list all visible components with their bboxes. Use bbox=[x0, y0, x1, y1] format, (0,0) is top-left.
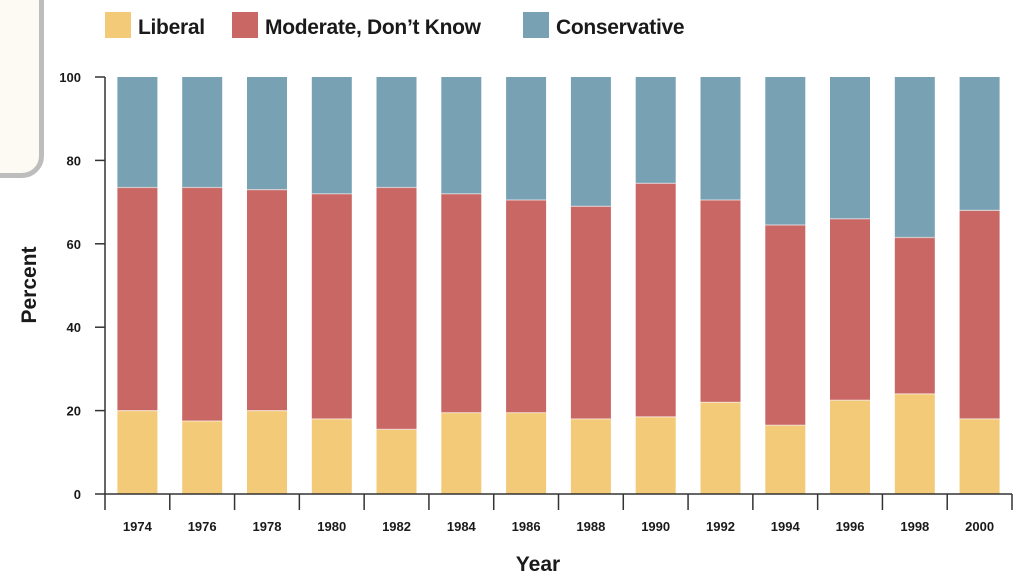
bar-segment-1974-liberal bbox=[117, 410, 158, 494]
bar-segment-1982-moderate-don-t-know bbox=[376, 187, 417, 430]
bar-segment-1994-conservative bbox=[765, 77, 806, 225]
bar-segment-1984-liberal bbox=[441, 412, 482, 494]
bar-segment-1994-moderate-don-t-know bbox=[765, 225, 806, 426]
bar-segment-1996-liberal bbox=[830, 400, 870, 494]
bar-segment-1986-liberal bbox=[506, 412, 547, 494]
bar-segment-1998-moderate-don-t-know bbox=[894, 237, 935, 394]
bar-segment-1974-conservative bbox=[117, 77, 158, 188]
x-tick-label-1996: 1996 bbox=[836, 519, 865, 534]
bar-segment-1978-moderate-don-t-know bbox=[247, 189, 287, 411]
y-tick-label: 40 bbox=[67, 320, 81, 335]
bar-segment-1976-conservative bbox=[182, 77, 223, 188]
x-tick-label-1994: 1994 bbox=[771, 519, 801, 534]
x-tick-label-1986: 1986 bbox=[512, 519, 541, 534]
bars bbox=[117, 77, 1000, 494]
bar-segment-1974-moderate-don-t-know bbox=[117, 187, 158, 411]
y-tick-label: 0 bbox=[74, 487, 81, 502]
x-tick-label-1974: 1974 bbox=[123, 519, 153, 534]
x-tick-label-1990: 1990 bbox=[641, 519, 670, 534]
x-tick-label-1998: 1998 bbox=[900, 519, 929, 534]
y-tick-label: 100 bbox=[59, 70, 81, 85]
bar-segment-1988-liberal bbox=[570, 418, 611, 494]
bar-segment-1996-moderate-don-t-know bbox=[830, 218, 870, 401]
bar-segment-1996-conservative bbox=[830, 77, 870, 219]
x-tick-label-1980: 1980 bbox=[317, 519, 346, 534]
legend-label-liberal: Liberal bbox=[138, 16, 205, 39]
bar-segment-1998-liberal bbox=[894, 393, 935, 494]
y-tick-label: 80 bbox=[67, 153, 81, 168]
x-tick-label-1976: 1976 bbox=[188, 519, 217, 534]
x-tick-label-1992: 1992 bbox=[706, 519, 735, 534]
bar-segment-2000-liberal bbox=[959, 418, 1000, 494]
bar-segment-1984-conservative bbox=[441, 77, 482, 194]
bar-segment-1992-moderate-don-t-know bbox=[700, 200, 741, 403]
bar-segment-1976-moderate-don-t-know bbox=[182, 187, 223, 421]
y-axis: 0 20 40 60 80 100 bbox=[59, 70, 106, 502]
y-axis-title: Percent bbox=[18, 246, 41, 323]
bar-segment-2000-moderate-don-t-know bbox=[959, 210, 1000, 419]
bar-segment-1990-moderate-don-t-know bbox=[635, 183, 676, 417]
bar-segment-1992-conservative bbox=[700, 77, 741, 200]
bar-segment-1984-moderate-don-t-know bbox=[441, 193, 482, 413]
x-tick-label-1978: 1978 bbox=[253, 519, 282, 534]
bar-segment-1980-liberal bbox=[311, 418, 352, 494]
x-tick-label-1982: 1982 bbox=[382, 519, 411, 534]
bar-segment-1982-liberal bbox=[376, 429, 417, 494]
bar-segment-1980-moderate-don-t-know bbox=[311, 193, 352, 419]
bar-segment-1986-moderate-don-t-know bbox=[506, 200, 547, 413]
x-tick-label-1988: 1988 bbox=[576, 519, 605, 534]
bar-segment-2000-conservative bbox=[959, 77, 1000, 211]
legend-label-conservative: Conservative bbox=[556, 16, 684, 39]
bar-segment-1976-liberal bbox=[182, 421, 223, 494]
bar-segment-1990-conservative bbox=[635, 77, 676, 184]
bar-segment-1978-conservative bbox=[247, 77, 287, 190]
bar-segment-1980-conservative bbox=[311, 77, 352, 194]
legend: Liberal Moderate, Don’t Know Conservative bbox=[105, 12, 685, 39]
bar-segment-1978-liberal bbox=[247, 410, 287, 494]
bar-segment-1988-moderate-don-t-know bbox=[570, 206, 611, 419]
legend-swatch-liberal bbox=[105, 12, 131, 38]
bar-segment-1986-conservative bbox=[506, 77, 547, 200]
x-tick-label-1984: 1984 bbox=[447, 519, 477, 534]
y-tick-label: 60 bbox=[67, 237, 81, 252]
bar-segment-1998-conservative bbox=[894, 77, 935, 238]
x-axis-title: Year bbox=[516, 553, 560, 576]
legend-swatch-conservative bbox=[523, 12, 549, 38]
bar-segment-1994-liberal bbox=[765, 425, 806, 494]
bar-segment-1990-liberal bbox=[635, 416, 676, 494]
x-tick-label-2000: 2000 bbox=[965, 519, 994, 534]
corner-panel-decoration bbox=[0, 0, 44, 178]
y-tick-label: 20 bbox=[67, 404, 81, 419]
bar-segment-1982-conservative bbox=[376, 77, 417, 188]
bar-segment-1992-liberal bbox=[700, 402, 741, 494]
legend-swatch-moderate-don-t-know bbox=[232, 12, 258, 38]
bar-segment-1988-conservative bbox=[570, 77, 611, 207]
legend-label-moderate-don-t-know: Moderate, Don’t Know bbox=[265, 16, 482, 39]
x-axis: 1974 1976 1978 1980 1982 1984 1986 1988 1990 1992… bbox=[104, 493, 1013, 534]
